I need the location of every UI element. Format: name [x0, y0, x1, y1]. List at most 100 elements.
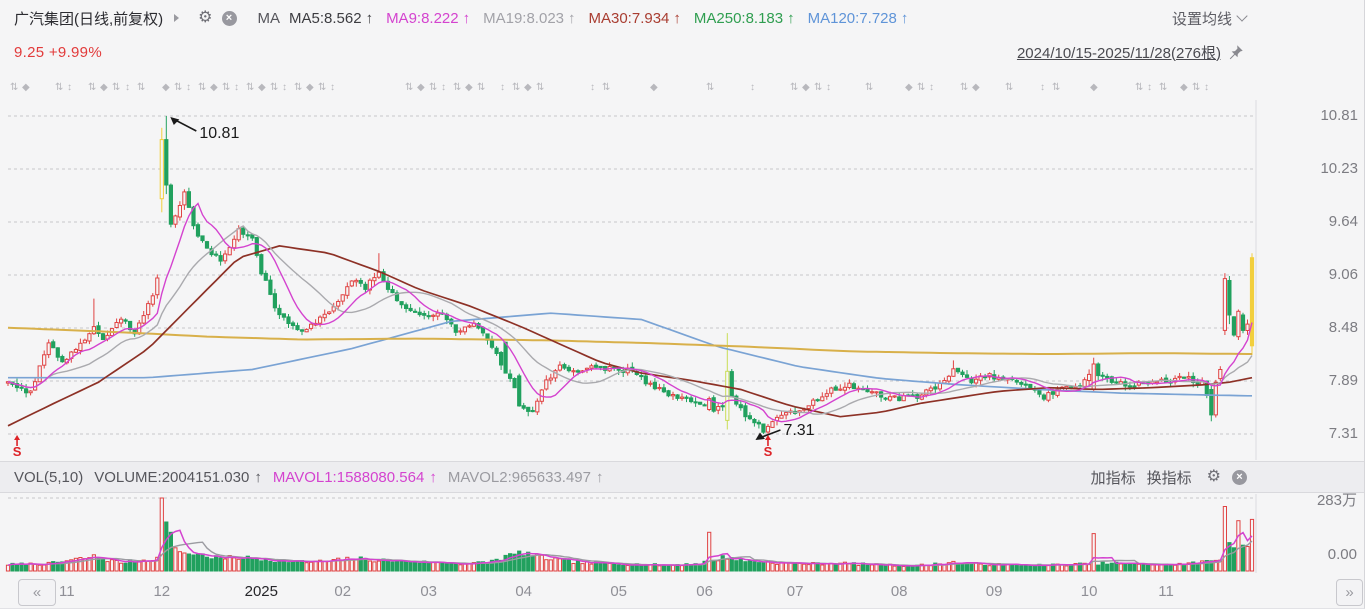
event-marker-icon[interactable]: ⇅: [1192, 82, 1201, 93]
event-marker-icon[interactable]: ↕: [234, 82, 239, 93]
event-marker-icon[interactable]: ⇅: [814, 82, 823, 93]
switch-indicator-button[interactable]: 换指标: [1146, 469, 1192, 487]
event-marker-icon[interactable]: ⇅: [112, 82, 121, 93]
event-marker-icon[interactable]: ◆: [22, 82, 30, 93]
event-marker-icon[interactable]: ↕: [826, 82, 831, 93]
indicator-close-icon[interactable]: ×: [1232, 469, 1247, 485]
event-marker-icon[interactable]: ◆: [417, 82, 425, 93]
event-marker-icon[interactable]: ↕: [1204, 82, 1209, 93]
event-marker-icon[interactable]: ◆: [1090, 82, 1098, 93]
event-marker-icon[interactable]: ◆: [1180, 82, 1188, 93]
time-axis-label: 03: [420, 583, 438, 600]
time-axis-label: 07: [786, 583, 804, 600]
event-marker-icon[interactable]: ◆: [258, 82, 266, 93]
ma-close-icon[interactable]: ×: [221, 10, 237, 26]
event-marker-icon[interactable]: ↕: [750, 82, 755, 93]
scroll-left-button[interactable]: «: [18, 579, 56, 606]
event-marker-icon[interactable]: ⇅: [55, 82, 64, 93]
event-marker-icon[interactable]: ↕: [500, 82, 505, 93]
event-marker-icon[interactable]: ⇅: [294, 82, 303, 93]
event-marker-icon[interactable]: ◆: [306, 82, 314, 93]
vol-legend-item-0: VOLUME:2004151.030 ↑: [94, 468, 262, 486]
event-marker-icon[interactable]: ⇅: [270, 82, 279, 93]
event-marker-icon[interactable]: ⇅: [1005, 82, 1014, 93]
event-marker-icon[interactable]: ↕: [1147, 82, 1152, 93]
volume-chart[interactable]: [0, 494, 1365, 573]
price-axis-label: 8.48: [1328, 319, 1358, 336]
chart-header: 广汽集团(日线,前复权) ⚙ × MA MA5:8.562 ↑ MA9:8.222 ↑…: [0, 0, 1364, 36]
ma-settings-button[interactable]: 设置均线: [1171, 8, 1248, 29]
price-chart[interactable]: 10.81 7.31 S S 10.81 10.23 9.64 9.06 8.48 7.89 7.…: [0, 100, 1365, 460]
price-change: 9.25 +9.99%: [14, 43, 102, 61]
date-range-link[interactable]: 2024/10/15-2025/11/28(276根): [1016, 44, 1221, 62]
indicator-gear-icon[interactable]: ⚙: [1206, 468, 1221, 485]
event-marker-icon[interactable]: ↕: [125, 82, 130, 93]
event-marker-icon[interactable]: ◆: [905, 82, 913, 93]
event-marker-icon[interactable]: ⇅: [602, 82, 611, 93]
price-plot[interactable]: 10.81 7.31 S S: [0, 100, 1365, 460]
event-marker-icon[interactable]: ⇅: [88, 82, 97, 93]
event-marker-icon[interactable]: ◆: [210, 82, 218, 93]
event-marker-icon[interactable]: ⇅: [706, 82, 715, 93]
event-marker-icon[interactable]: ◆: [650, 82, 658, 93]
event-marker-icon[interactable]: ⇅: [453, 82, 462, 93]
event-marker-icon[interactable]: ⇅: [477, 82, 486, 93]
ma-legend-item-5: MA120:7.728 ↑: [807, 9, 909, 27]
event-marker-icon[interactable]: ⇅: [174, 82, 183, 93]
svg-text:S: S: [13, 444, 22, 459]
quote-row: 9.25 +9.99% 2024/10/15-2025/11/28(276根): [0, 36, 1364, 68]
event-marker-icon[interactable]: ↕: [929, 82, 934, 93]
event-marker-icon[interactable]: ↕: [590, 82, 595, 93]
event-marker-icon[interactable]: ↕: [282, 82, 287, 93]
vol-legend-item-1: MAVOL1:1588080.564 ↑: [272, 468, 437, 486]
ma-settings-gear-icon[interactable]: ⚙: [198, 9, 213, 26]
price-axis-label: 10.23: [1320, 160, 1358, 177]
event-marker-icon[interactable]: ⇅: [917, 82, 926, 93]
time-axis-label: 08: [890, 583, 908, 600]
event-marker-icon[interactable]: ⇅: [222, 82, 231, 93]
event-marker-icon[interactable]: ⇅: [1052, 82, 1061, 93]
symbol-title[interactable]: 广汽集团(日线,前复权): [14, 10, 164, 28]
event-marker-icon[interactable]: ↕: [441, 82, 446, 93]
ma-legend: MA5:8.562 ↑ MA9:8.222 ↑ MA19:8.023 ↑ MA30:7.93…: [289, 10, 908, 27]
event-marker-icon[interactable]: ⇅: [1159, 82, 1168, 93]
event-marker-icon[interactable]: ◆: [465, 82, 473, 93]
event-marker-icon[interactable]: ↕: [330, 82, 335, 93]
event-marker-icon[interactable]: ↕: [186, 82, 191, 93]
event-marker-icon[interactable]: ⇅: [318, 82, 327, 93]
ma-settings-label: 设置均线: [1171, 10, 1232, 28]
event-marker-icon[interactable]: ⇅: [246, 82, 255, 93]
event-marker-icon[interactable]: ⇅: [137, 82, 146, 93]
event-marker-icon[interactable]: ⇅: [865, 82, 874, 93]
event-marker-icon[interactable]: ⇅: [536, 82, 545, 93]
ma-legend-item-2: MA19:8.023 ↑: [483, 9, 576, 27]
time-axis-label: 06: [696, 583, 713, 600]
event-marker-icon[interactable]: ↕: [67, 82, 72, 93]
event-marker-icon[interactable]: ◆: [972, 82, 980, 93]
event-marker-icon[interactable]: ⇅: [1135, 82, 1144, 93]
pin-icon[interactable]: [1227, 44, 1244, 61]
event-marker-icon[interactable]: ⇅: [198, 82, 207, 93]
scroll-right-button[interactable]: »: [1336, 579, 1363, 606]
event-marker-icon[interactable]: ⇅: [512, 82, 521, 93]
svg-text:S: S: [764, 444, 773, 459]
event-marker-icon[interactable]: ⇅: [405, 82, 414, 93]
ma-legend-item-0: MA5:8.562 ↑: [289, 9, 374, 27]
volume-header: VOL(5,10) VOLUME:2004151.030 ↑ MAVOL1:1588…: [0, 461, 1364, 493]
time-axis-label: 04: [515, 583, 533, 600]
event-marker-icon[interactable]: ↕: [1040, 82, 1045, 93]
add-indicator-button[interactable]: 加指标: [1090, 469, 1136, 487]
event-marker-icon[interactable]: ⇅: [790, 82, 799, 93]
volume-plot[interactable]: [0, 494, 1365, 573]
time-axis-label: 05: [610, 583, 628, 600]
event-marker-icon[interactable]: ⇅: [429, 82, 438, 93]
event-marker-icon[interactable]: ⇅: [960, 82, 969, 93]
event-marker-icon[interactable]: ◆: [162, 82, 170, 93]
event-marker-icon[interactable]: ⇅: [10, 82, 19, 93]
svg-text:7.31: 7.31: [783, 422, 814, 439]
time-axis-label: 02: [334, 583, 352, 600]
event-marker-icon[interactable]: ◆: [524, 82, 532, 93]
event-marker-icon[interactable]: ◆: [802, 82, 810, 93]
event-marker-icon[interactable]: ◆: [100, 82, 108, 93]
